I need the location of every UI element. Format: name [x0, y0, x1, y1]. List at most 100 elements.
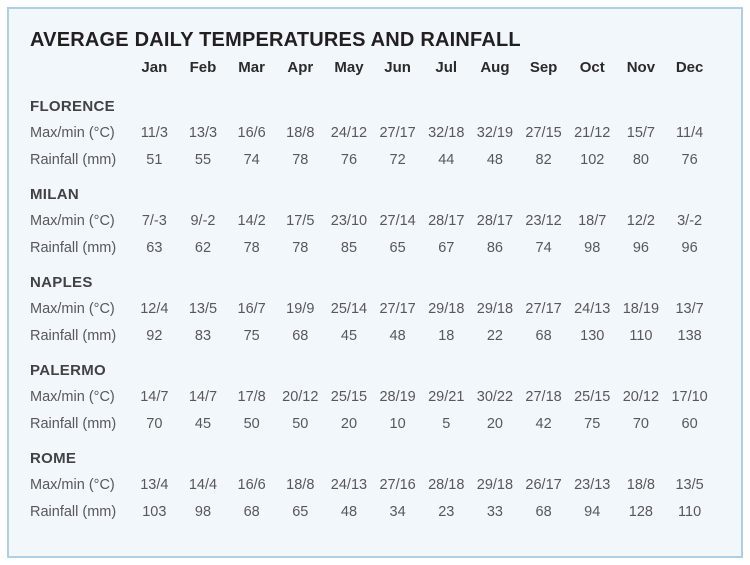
- temp-cell: 28/19: [379, 388, 416, 405]
- climate-table-body: FLORENCE Max/min (°C) 11/3 13/3 16/6 18/8 24/1…: [30, 85, 714, 525]
- temp-cell: 30/22: [476, 388, 514, 405]
- rainfall-row: Rainfall (mm) 103 98 68 65 48 34 23 33 68 94 128 110: [30, 498, 714, 525]
- rain-cell: 48: [486, 151, 503, 168]
- temp-cell: 17/5: [286, 212, 315, 229]
- rain-cell: 80: [632, 151, 649, 168]
- row-label: Rainfall (mm): [30, 503, 117, 520]
- climate-table-panel: AVERAGE DAILY TEMPERATURES AND RAINFALL …: [7, 7, 743, 558]
- row-label: Max/min (°C): [30, 388, 115, 405]
- temp-cell: 20/12: [622, 388, 660, 405]
- city-section-row: MILAN: [30, 173, 714, 207]
- city-section-row: FLORENCE: [30, 85, 714, 119]
- climate-table: Jan Feb Mar Apr May Jun Jul Aug Sep Oct Nov Dec FLO…: [30, 52, 714, 525]
- temp-cell: 11/4: [676, 124, 704, 141]
- temp-cell: 17/10: [671, 388, 708, 405]
- rain-cell: 92: [146, 327, 163, 344]
- temp-cell: 27/16: [379, 476, 416, 493]
- rain-cell: 128: [628, 503, 653, 520]
- temp-cell: 27/17: [379, 124, 416, 141]
- temp-cell: 17/8: [237, 388, 266, 405]
- temp-cell: 18/7: [578, 212, 607, 229]
- rain-cell: 68: [535, 327, 552, 344]
- temp-cell: 23/13: [574, 476, 611, 493]
- rain-cell: 68: [292, 327, 309, 344]
- rain-cell: 76: [681, 151, 698, 168]
- city-name: ROME: [30, 450, 77, 467]
- month-header: May: [334, 59, 364, 76]
- temp-cell: 16/6: [237, 124, 266, 141]
- temp-cell: 12/4: [140, 300, 169, 317]
- temp-cell: 29/18: [476, 300, 514, 317]
- temperature-row: Max/min (°C) 7/-3 9/-2 14/2 17/5 23/10 27/14 28…: [30, 207, 714, 234]
- rain-cell: 65: [292, 503, 309, 520]
- rain-cell: 20: [486, 415, 503, 432]
- temp-cell: 13/3: [188, 124, 218, 141]
- rain-cell: 50: [243, 415, 260, 432]
- rain-cell: 138: [677, 327, 702, 344]
- temp-cell: 18/8: [626, 476, 655, 493]
- temp-cell: 14/4: [188, 476, 218, 493]
- temp-cell: 19/9: [286, 300, 315, 317]
- temp-cell: 16/7: [237, 300, 266, 317]
- temp-cell: 28/18: [428, 476, 465, 493]
- corner-cell: [30, 52, 130, 85]
- city-name: FLORENCE: [30, 98, 115, 115]
- rain-cell: 67: [438, 239, 455, 256]
- rain-cell: 94: [584, 503, 601, 520]
- city-name: MILAN: [30, 186, 79, 203]
- rain-cell: 18: [438, 327, 455, 344]
- month-header: Jul: [435, 59, 458, 76]
- rain-cell: 86: [486, 239, 503, 256]
- rain-cell: 70: [632, 415, 649, 432]
- temp-cell: 18/8: [286, 476, 315, 493]
- rain-cell: 20: [340, 415, 358, 432]
- month-header: Dec: [675, 59, 704, 76]
- temp-cell: 28/17: [428, 212, 465, 229]
- rain-cell: 72: [389, 151, 406, 168]
- rain-cell: 48: [389, 327, 406, 344]
- temperature-row: Max/min (°C) 14/7 14/7 17/8 20/12 25/15 28/19 2…: [30, 383, 714, 410]
- rain-cell: 48: [340, 503, 358, 520]
- row-label: Rainfall (mm): [30, 239, 117, 256]
- rain-cell: 98: [584, 239, 601, 256]
- temp-cell: 15/7: [626, 124, 655, 141]
- rain-cell: 10: [389, 415, 406, 432]
- rain-cell: 60: [681, 415, 698, 432]
- city-name: NAPLES: [30, 274, 93, 291]
- rain-cell: 75: [584, 415, 601, 432]
- rain-cell: 75: [243, 327, 260, 344]
- month-header: Mar: [238, 59, 265, 76]
- rain-cell: 68: [243, 503, 260, 520]
- temp-cell: 13/5: [675, 476, 704, 493]
- temp-cell: 13/5: [188, 300, 218, 317]
- row-label: Max/min (°C): [30, 212, 115, 229]
- rainfall-row: Rainfall (mm) 70 45 50 50 20 10 5 20 42 75 70 60: [30, 410, 714, 437]
- rain-cell: 42: [535, 415, 552, 432]
- temp-cell: 29/18: [428, 300, 465, 317]
- row-label: Max/min (°C): [30, 476, 115, 493]
- row-label: Rainfall (mm): [30, 151, 117, 168]
- temp-cell: 25/15: [574, 388, 611, 405]
- temp-cell: 32/19: [476, 124, 514, 141]
- temperature-row: Max/min (°C) 12/4 13/5 16/7 19/9 25/14 27/17 29…: [30, 295, 714, 322]
- rain-cell: 102: [580, 151, 605, 168]
- row-label: Max/min (°C): [30, 124, 115, 141]
- rain-cell: 50: [292, 415, 309, 432]
- temp-cell: 25/14: [330, 300, 368, 317]
- temp-cell: 27/17: [525, 300, 562, 317]
- temp-cell: 29/18: [476, 476, 514, 493]
- rain-cell: 45: [340, 327, 358, 344]
- temp-cell: 21/12: [574, 124, 611, 141]
- row-label: Rainfall (mm): [30, 327, 117, 344]
- month-header: Nov: [626, 59, 656, 76]
- temp-cell: 3/-2: [677, 212, 703, 229]
- temp-cell: 20/12: [282, 388, 319, 405]
- temp-cell: 9/-2: [190, 212, 216, 229]
- rain-cell: 68: [535, 503, 552, 520]
- temp-cell: 23/10: [330, 212, 368, 229]
- temp-cell: 24/13: [330, 476, 368, 493]
- month-header: Apr: [287, 59, 314, 76]
- month-header: Jun: [384, 59, 411, 76]
- temp-cell: 16/6: [237, 476, 266, 493]
- rain-cell: 51: [146, 151, 163, 168]
